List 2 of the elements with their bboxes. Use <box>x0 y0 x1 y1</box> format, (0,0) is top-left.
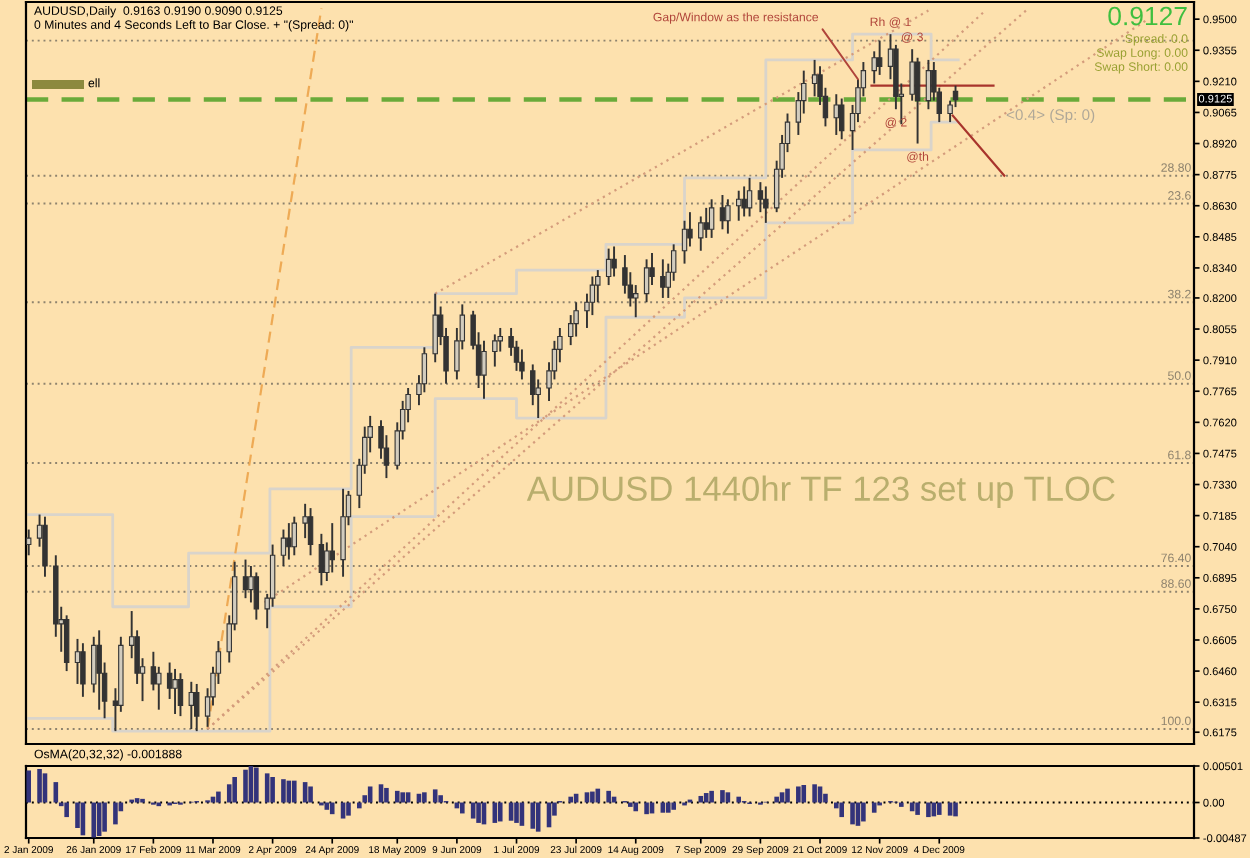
annotation: 0.9127 <box>1108 6 1187 26</box>
text: AUDUSD 1440hr TF 123 set up TLOC <box>526 475 1115 508</box>
